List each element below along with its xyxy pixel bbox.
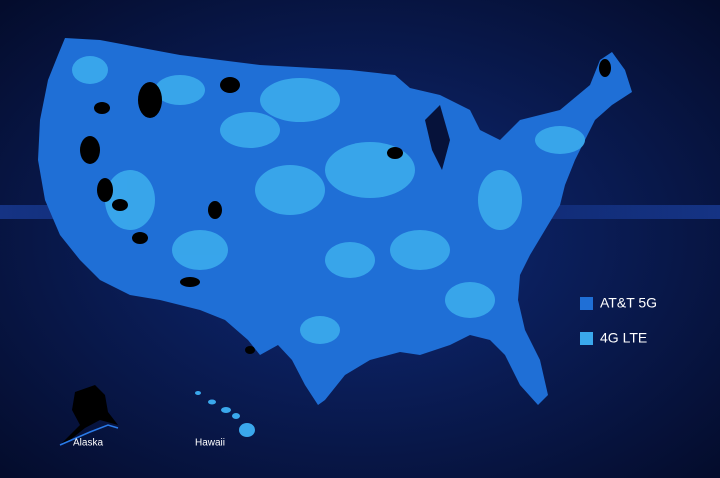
no-coverage-patch <box>132 232 148 244</box>
island <box>232 413 240 419</box>
lte-patch <box>260 78 340 122</box>
inset-label: Alaska <box>73 438 103 449</box>
legend-swatch <box>580 297 593 310</box>
no-coverage-patch <box>180 277 200 287</box>
lte-patch <box>535 126 585 154</box>
lte-patch <box>390 230 450 270</box>
legend-swatch <box>580 332 593 345</box>
island <box>221 407 231 413</box>
hawaii-inset: Hawaii <box>195 391 255 449</box>
no-coverage-patch <box>387 147 403 159</box>
no-coverage-patch <box>208 201 222 219</box>
legend-label: 4G LTE <box>600 330 647 346</box>
no-coverage-patch <box>599 59 611 77</box>
inset-label: Hawaii <box>195 438 225 449</box>
no-coverage-patch <box>245 346 255 354</box>
lte-patch <box>255 165 325 215</box>
great-lakes <box>425 105 450 170</box>
legend: AT&T 5G 4G LTE <box>580 295 657 346</box>
lte-patch <box>325 242 375 278</box>
lte-patch <box>155 75 205 105</box>
lte-patch <box>300 316 340 344</box>
no-coverage-patch <box>112 199 128 211</box>
no-coverage-patch <box>94 102 110 114</box>
no-coverage-patch <box>97 178 113 202</box>
island <box>208 399 216 405</box>
no-coverage-patch <box>220 77 240 93</box>
lte-patch <box>72 56 108 84</box>
lte-patch <box>172 230 228 270</box>
island <box>239 423 255 437</box>
alaska-shape <box>60 385 118 445</box>
island <box>195 391 201 395</box>
lte-patch <box>105 170 155 230</box>
lte-areas <box>72 56 585 344</box>
no-coverage-patch <box>80 136 100 164</box>
no-coverage-patch <box>138 82 162 118</box>
lte-patch <box>478 170 522 230</box>
alaska-inset: Alaska <box>59 385 119 449</box>
legend-label: AT&T 5G <box>600 295 657 311</box>
contiguous-us <box>38 38 632 405</box>
lte-patch <box>220 112 280 148</box>
lte-patch <box>445 282 495 318</box>
alaska-coast <box>59 424 119 446</box>
no-coverage-areas <box>80 59 611 354</box>
